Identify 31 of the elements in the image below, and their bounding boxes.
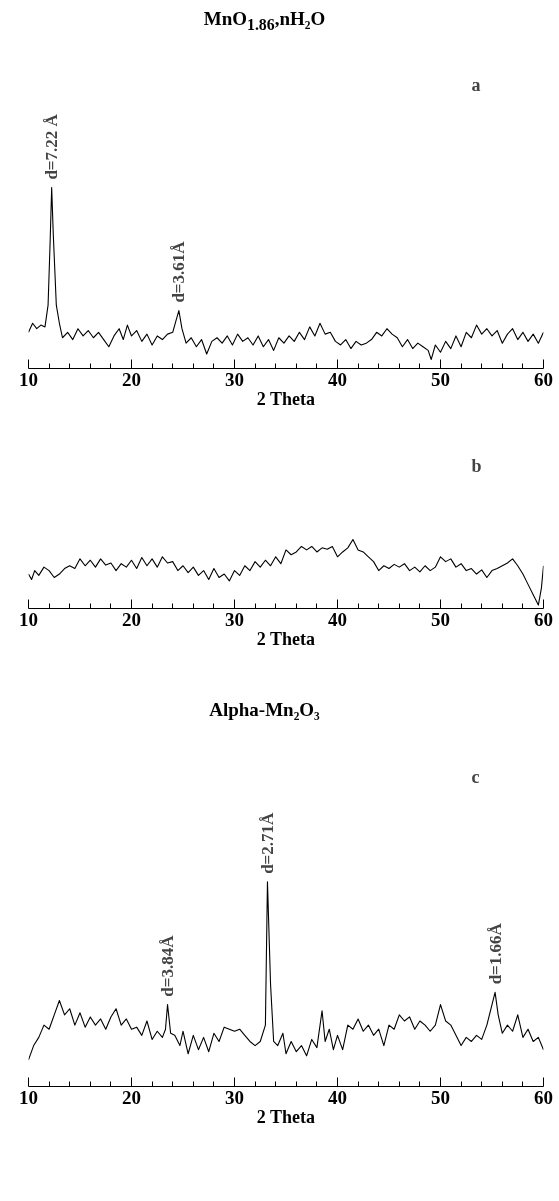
annotation: d=7.22 Å — [42, 113, 62, 181]
x-tick-label: 50 — [431, 368, 450, 390]
annotation: d=2.71Å — [257, 811, 277, 874]
x-tick-label: 20 — [122, 368, 141, 390]
annotation: d=3.84Å — [158, 934, 178, 997]
x-tick-label: 60 — [534, 368, 553, 390]
x-tick-label: 50 — [431, 1086, 450, 1108]
x-tick-label: 40 — [328, 368, 347, 390]
annotation: d=1.66Å — [485, 922, 505, 984]
x-tick-label: 10 — [19, 1086, 38, 1108]
x-axis-title: 2 Theta — [256, 628, 315, 649]
x-tick-label: 60 — [534, 1086, 553, 1108]
x-tick-label: 20 — [122, 608, 141, 630]
text: c — [471, 766, 480, 787]
x-tick-label: 10 — [19, 608, 38, 630]
chart-title: Alpha-Mn₂O₃ — [208, 698, 321, 723]
x-axis-title: 2 Theta — [256, 388, 315, 409]
x-tick-label: 10 — [19, 368, 38, 390]
x-tick-label: 50 — [431, 608, 450, 630]
x-tick-label: 40 — [328, 1086, 347, 1108]
x-tick-label: 30 — [225, 368, 244, 390]
x-tick-label: 30 — [225, 608, 244, 630]
x-axis-title: 2 Theta — [256, 1106, 315, 1127]
text: a — [471, 75, 481, 96]
x-tick-label: 30 — [225, 1086, 244, 1108]
x-tick-label: 60 — [534, 608, 553, 630]
annotation: d=3.61Å — [169, 241, 189, 304]
text: b — [471, 456, 482, 477]
chart-title: MnO$_{1.86}$,nH₂O — [202, 7, 327, 35]
x-tick-label: 40 — [328, 608, 347, 630]
x-tick-label: 20 — [122, 1086, 141, 1108]
